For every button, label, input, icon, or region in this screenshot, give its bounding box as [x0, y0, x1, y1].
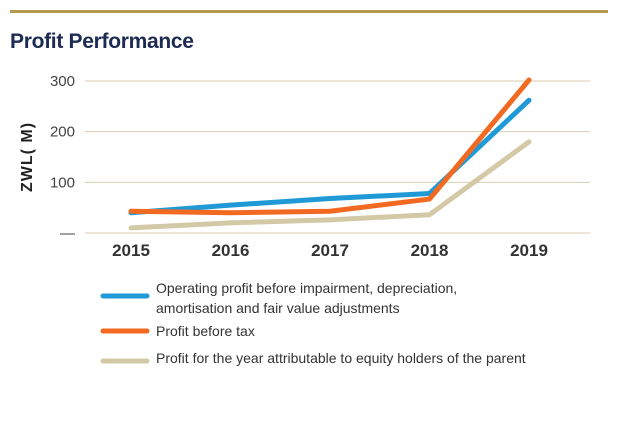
x-tick-label: 2016	[212, 241, 250, 260]
y-tick-label: 100	[50, 174, 75, 191]
series-lines	[128, 77, 532, 231]
y-tick-labels: — 100 200 300	[50, 73, 75, 242]
series-line	[128, 139, 532, 231]
y-axis-label: ZWL( M)	[19, 122, 36, 192]
series-line	[128, 77, 532, 216]
series-line	[128, 97, 532, 216]
legend-label: amortisation and fair value adjustments	[156, 300, 400, 316]
legend: Operating profit before impairment, depr…	[100, 280, 526, 366]
x-tick-label: 2017	[311, 241, 349, 260]
y-tick-label: —	[60, 225, 75, 242]
grid-lines	[85, 80, 590, 234]
legend-label: Profit before tax	[156, 323, 255, 339]
legend-label: Operating profit before impairment, depr…	[156, 280, 457, 296]
x-tick-label: 2018	[411, 241, 449, 260]
x-tick-label: 2019	[510, 241, 548, 260]
chart-title: Profit Performance	[10, 30, 194, 53]
y-tick-label: 300	[50, 73, 75, 90]
y-tick-label: 200	[50, 124, 75, 141]
x-tick-label: 2015	[112, 241, 150, 260]
x-tick-labels: 2015 2016 2017 2018 2019	[112, 241, 548, 260]
legend-label: Profit for the year attributable to equi…	[156, 350, 526, 366]
top-rule	[10, 10, 608, 13]
